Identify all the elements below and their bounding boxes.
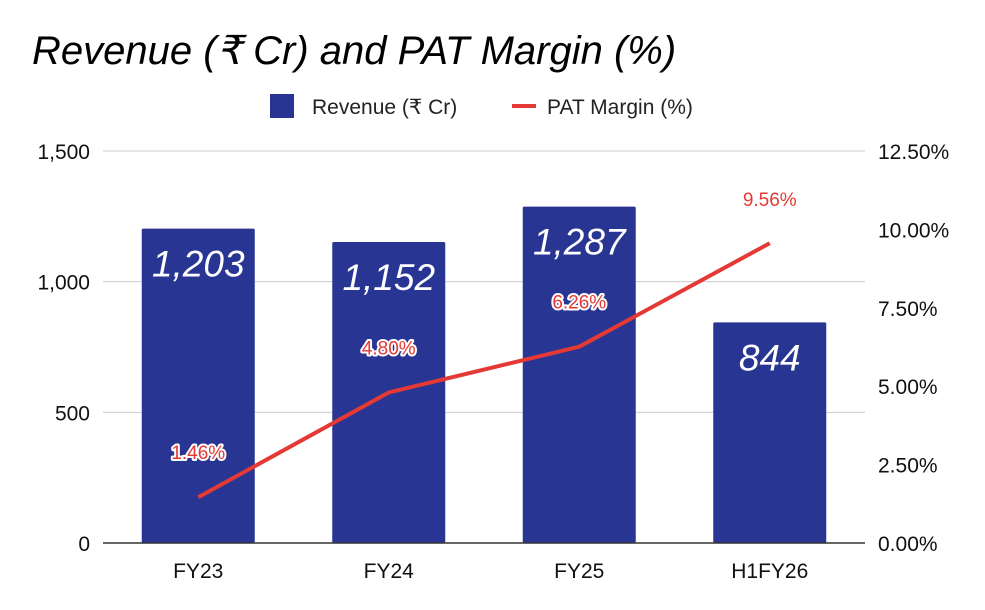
right-tick-label: 5.00% [878,376,938,399]
x-tick-label: FY25 [554,560,604,583]
right-axis: 0.00% 2.50% 5.00% 7.50% 10.00% 12.50% [878,141,949,556]
left-axis: 0 500 1,000 1,500 [37,141,90,556]
revenue-bar [713,322,827,543]
right-tick-label: 2.50% [878,455,938,478]
right-tick-label: 12.50% [878,141,949,164]
pat-margin-series-line [197,241,771,499]
legend-label-pat-margin: PAT Margin (%) [547,96,693,119]
revenue-data-labels: 1,203 1,152 1,287 844 [152,222,801,379]
left-tick-label: 500 [55,402,90,425]
pat-margin-data-label: 4.80% [362,338,416,359]
pat-margin-line [197,241,771,499]
x-tick-label: FY24 [364,560,415,583]
right-tick-label: 0.00% [878,533,938,556]
x-tick-label: H1FY26 [731,560,808,583]
x-tick-label: FY23 [173,560,223,583]
pat-margin-data-labels: 1.46% 4.80% 6.26% 9.56% [169,190,797,466]
right-tick-label: 10.00% [878,219,949,242]
pat-margin-data-label: 6.26% [552,293,606,314]
right-tick-label: 7.50% [878,298,938,321]
legend-swatch-revenue [270,94,294,118]
chart-title: Revenue (₹ Cr) and PAT Margin (%) [32,29,676,73]
legend: Revenue (₹ Cr) PAT Margin (%) [270,94,693,119]
revenue-bars [141,206,827,543]
revenue-data-label: 844 [739,337,801,378]
revenue-bar [522,206,636,543]
left-tick-label: 0 [78,533,90,556]
left-tick-label: 1,500 [37,141,90,164]
pat-margin-data-label: 9.56% [743,190,797,211]
legend-label-revenue: Revenue (₹ Cr) [312,96,457,119]
revenue-data-label: 1,203 [152,244,245,285]
revenue-data-label: 1,287 [533,222,627,263]
revenue-data-label: 1,152 [342,257,435,298]
left-tick-label: 1,000 [37,272,90,295]
x-axis: FY23 FY24 FY25 H1FY26 [173,560,808,583]
pat-margin-data-label: 1.46% [171,443,225,464]
revenue-bar [141,228,255,543]
